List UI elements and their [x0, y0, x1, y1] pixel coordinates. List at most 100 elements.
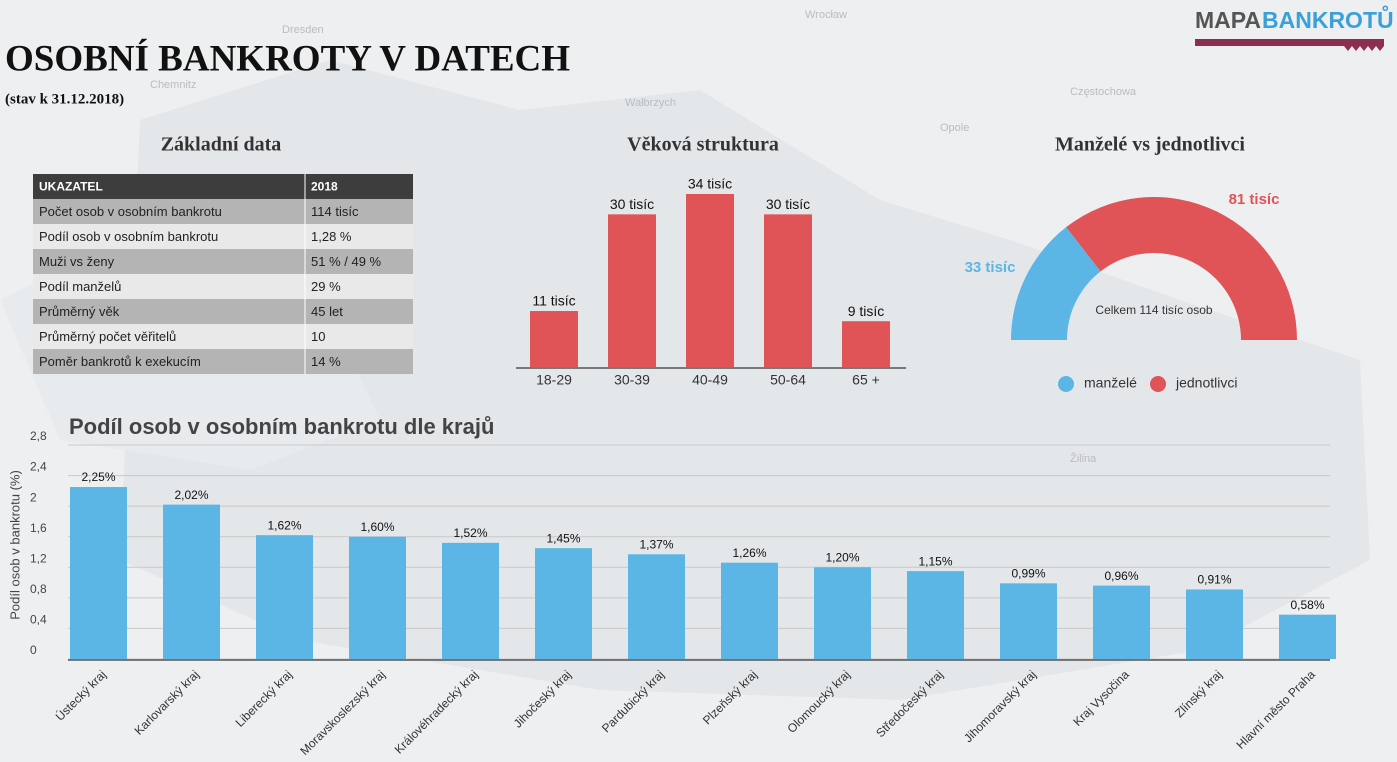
table-cell: Muži vs ženy: [39, 254, 115, 269]
table-cell: Průměrný věk: [39, 304, 120, 319]
bar: [1093, 585, 1150, 659]
bar: [1186, 589, 1243, 659]
value-label: 1,20%: [825, 550, 859, 564]
y-tick-label: 2,4: [30, 460, 47, 474]
chart-title: Manželé vs jednotlivci: [1055, 134, 1245, 156]
page-subtitle: (stav k 31.12.2018): [5, 91, 124, 107]
y-tick-label: 2,8: [30, 429, 47, 443]
table-header-cell: UKAZATEL: [39, 180, 103, 194]
map-shape: [120, 60, 1370, 700]
donut-segment: [1011, 227, 1101, 340]
bar: [608, 214, 656, 367]
bar: [1000, 583, 1057, 659]
value-label: 2,25%: [81, 470, 115, 484]
x-tick-label: 18-29: [536, 372, 572, 388]
value-label: 34 tisíc: [688, 176, 732, 192]
value-label: 0,58%: [1290, 598, 1324, 612]
table-cell: 45 let: [311, 304, 343, 319]
bar: [842, 321, 890, 367]
x-tick-label: 40-49: [692, 372, 728, 388]
value-label: 81 tisíc: [1229, 191, 1280, 208]
table-row: [33, 224, 413, 249]
table-cell: Podíl manželů: [39, 279, 121, 294]
y-tick-label: 0: [30, 643, 37, 657]
table-header-cell: 2018: [311, 180, 338, 194]
map-label: Žilina: [1070, 452, 1097, 465]
table-cell: 114 tisíc: [311, 204, 359, 219]
value-label: 0,91%: [1197, 573, 1231, 587]
map-label: Wrocław: [805, 9, 847, 21]
chart-title: Podíl osob v osobním bankrotu dle krajů: [69, 414, 494, 439]
y-tick-label: 0,4: [30, 613, 47, 627]
bar: [814, 567, 871, 659]
value-label: 30 tisíc: [766, 196, 810, 212]
value-label: 1,52%: [453, 526, 487, 540]
table-title: Základní data: [161, 134, 282, 156]
table-row: [33, 274, 413, 299]
table-cell: Podíl osob v osobním bankrotu: [39, 229, 218, 244]
value-label: 0,99%: [1011, 567, 1045, 581]
legend-marker: [1058, 376, 1074, 392]
value-label: 30 tisíc: [610, 196, 654, 212]
table-row: [33, 324, 413, 349]
value-label: 0,96%: [1104, 569, 1138, 583]
map-label: Częstochowa: [1070, 86, 1137, 98]
legend-label: jednotlivci: [1175, 375, 1237, 391]
map-label: Dresden: [282, 24, 324, 36]
table: UKAZATEL 2018 Počet osob v osobním bankrot…: [33, 174, 413, 374]
legend-label: manželé: [1084, 375, 1137, 391]
y-tick-label: 0,8: [30, 582, 47, 596]
y-tick-label: 2: [30, 490, 37, 504]
bar: [907, 571, 964, 659]
value-label: 1,37%: [639, 537, 673, 551]
value-label: 1,60%: [360, 520, 394, 534]
x-tick-label: 65 +: [852, 372, 880, 388]
value-label: 1,62%: [267, 518, 301, 532]
y-tick-label: 1,6: [30, 521, 47, 535]
logo-text: BANKROTŮ: [1262, 4, 1394, 33]
table-cell: 29 %: [311, 279, 341, 294]
bar: [764, 214, 812, 367]
table-cell: Průměrný počet věřitelů: [39, 329, 176, 344]
value-label: 33 tisíc: [965, 259, 1016, 276]
table-cell: 1,28 %: [311, 229, 352, 244]
logo-bar: [1195, 39, 1384, 51]
bar: [686, 194, 734, 367]
bar: [721, 562, 778, 659]
map-label: Wałbrzych: [625, 97, 676, 109]
value-label: 2,02%: [174, 488, 208, 502]
bar: [530, 311, 578, 367]
table-cell: 10: [311, 329, 325, 344]
value-label: 9 tisíc: [848, 303, 885, 319]
table-cell: 51 % / 49 %: [311, 254, 382, 269]
table-cell: 14 %: [311, 354, 341, 369]
bar: [1279, 614, 1336, 659]
bar: [256, 535, 313, 659]
bar: [163, 504, 220, 659]
value-label: 1,26%: [732, 546, 766, 560]
bar: [442, 542, 499, 659]
table-row: [33, 299, 413, 324]
value-label: 1,45%: [546, 531, 580, 545]
x-tick-label: 50-64: [770, 372, 806, 388]
chart-title: Věková struktura: [627, 134, 779, 156]
table-row: [33, 349, 413, 374]
donut-segment: [1066, 197, 1297, 340]
table-row: [33, 199, 413, 224]
value-label: 11 tisíc: [532, 293, 575, 309]
logo-text: MAPA: [1195, 7, 1261, 33]
bar: [628, 554, 685, 659]
map-label: Chemnitz: [150, 79, 196, 91]
bar: [535, 548, 592, 659]
x-tick-label: 30-39: [614, 372, 650, 388]
legend-marker: [1150, 376, 1166, 392]
bar: [70, 487, 127, 659]
table-row: [33, 249, 413, 274]
page-title: OSOBNÍ BANKROTY V DATECH: [5, 37, 570, 79]
table-cell: Počet osob v osobním bankrotu: [39, 204, 222, 219]
map-label: Opole: [940, 122, 969, 134]
y-axis-label: Podíl osob v bankrotu (%): [7, 470, 22, 620]
bar: [349, 536, 406, 659]
